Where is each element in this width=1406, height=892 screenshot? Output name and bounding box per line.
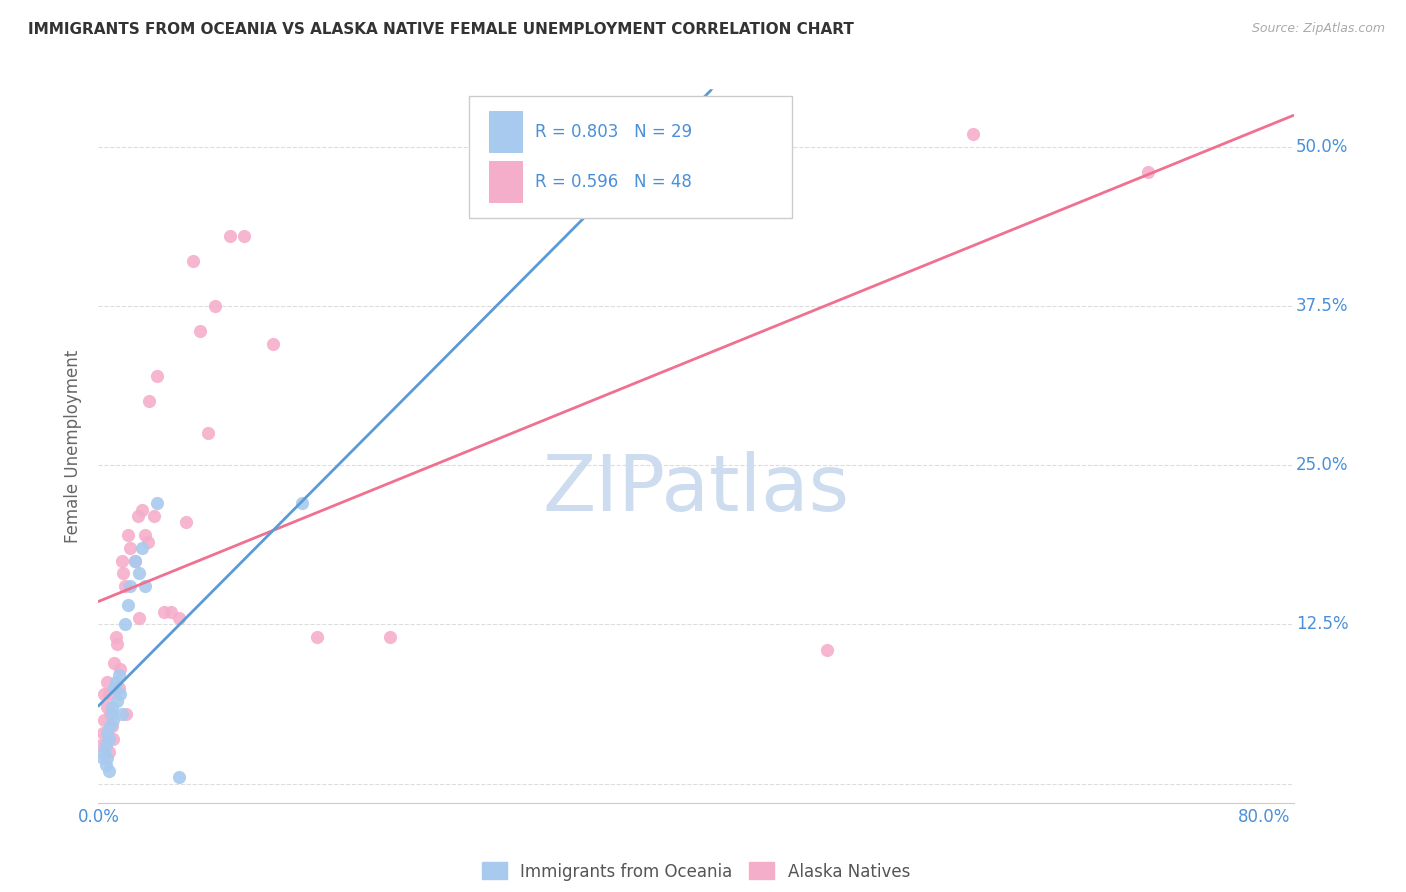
Point (124, 554, 146, 568)
Point (103, 656, 125, 670)
Point (97, 732, 120, 747)
Point (142, 509, 165, 524)
Point (90, 739, 112, 753)
Point (94, 739, 117, 753)
Point (117, 528, 139, 542)
Point (97, 745, 120, 759)
Point (104, 674, 127, 689)
Point (120, 541, 142, 555)
FancyBboxPatch shape (470, 96, 792, 218)
Point (262, 337, 284, 351)
Point (100, 719, 122, 733)
Point (115, 706, 138, 721)
Point (93, 745, 115, 759)
Point (305, 630, 328, 644)
Point (94, 739, 117, 753)
Text: R = 0.803   N = 29: R = 0.803 N = 29 (534, 123, 692, 141)
Point (114, 579, 136, 593)
Point (93, 713, 115, 727)
Point (1136, 165, 1159, 179)
Point (101, 713, 124, 727)
Point (97, 764, 120, 778)
Point (120, 579, 142, 593)
Point (98, 719, 121, 733)
Point (378, 630, 401, 644)
Point (815, 643, 838, 657)
Point (962, 127, 984, 141)
Point (100, 706, 122, 721)
Point (131, 541, 153, 555)
Point (174, 516, 197, 530)
Point (114, 617, 136, 632)
Point (104, 630, 127, 644)
Point (128, 611, 150, 625)
Point (105, 636, 128, 650)
Point (117, 599, 139, 613)
Point (153, 605, 176, 619)
Point (160, 605, 183, 619)
Point (100, 700, 122, 714)
Point (181, 254, 204, 268)
Point (134, 528, 156, 542)
Point (105, 694, 128, 708)
Point (91, 725, 114, 739)
Point (136, 534, 159, 549)
Text: 50.0%: 50.0% (1296, 137, 1348, 155)
Point (112, 566, 135, 581)
Text: IMMIGRANTS FROM OCEANIA VS ALASKA NATIVE FEMALE UNEMPLOYMENT CORRELATION CHART: IMMIGRANTS FROM OCEANIA VS ALASKA NATIVE… (28, 22, 853, 37)
Legend: Immigrants from Oceania, Alaska Natives: Immigrants from Oceania, Alaska Natives (475, 855, 917, 888)
FancyBboxPatch shape (489, 111, 523, 153)
Point (190, 324, 212, 338)
Point (127, 509, 149, 524)
FancyBboxPatch shape (489, 161, 523, 203)
Text: ZIPatlas: ZIPatlas (543, 450, 849, 527)
Point (138, 394, 160, 409)
Point (111, 554, 134, 568)
Point (96, 751, 118, 765)
Point (641, 165, 664, 179)
Point (103, 681, 125, 695)
Point (97, 688, 120, 702)
Point (233, 228, 256, 243)
Point (96, 725, 118, 739)
Point (98, 706, 121, 721)
Point (128, 566, 150, 581)
Point (110, 688, 132, 702)
Point (167, 611, 190, 625)
Point (110, 662, 132, 676)
Text: 12.5%: 12.5% (1296, 615, 1348, 633)
Point (291, 496, 314, 510)
Point (204, 299, 226, 313)
Point (108, 668, 131, 682)
Point (96, 674, 118, 689)
Y-axis label: Female Unemployment: Female Unemployment (65, 350, 83, 542)
Text: Source: ZipAtlas.com: Source: ZipAtlas.com (1251, 22, 1385, 36)
Point (101, 732, 124, 747)
Text: 37.5%: 37.5% (1296, 297, 1348, 315)
Point (145, 368, 167, 383)
Point (145, 496, 167, 510)
Point (218, 228, 240, 243)
Point (197, 426, 219, 441)
Point (96, 700, 118, 714)
Text: 25.0%: 25.0% (1296, 456, 1348, 475)
Point (108, 681, 131, 695)
Point (131, 502, 153, 516)
Point (124, 554, 146, 568)
Point (111, 706, 134, 721)
Point (167, 770, 190, 784)
Text: R = 0.596   N = 48: R = 0.596 N = 48 (534, 173, 692, 191)
Point (91, 751, 114, 765)
Point (134, 579, 156, 593)
Point (93, 688, 115, 702)
Point (94, 757, 117, 772)
